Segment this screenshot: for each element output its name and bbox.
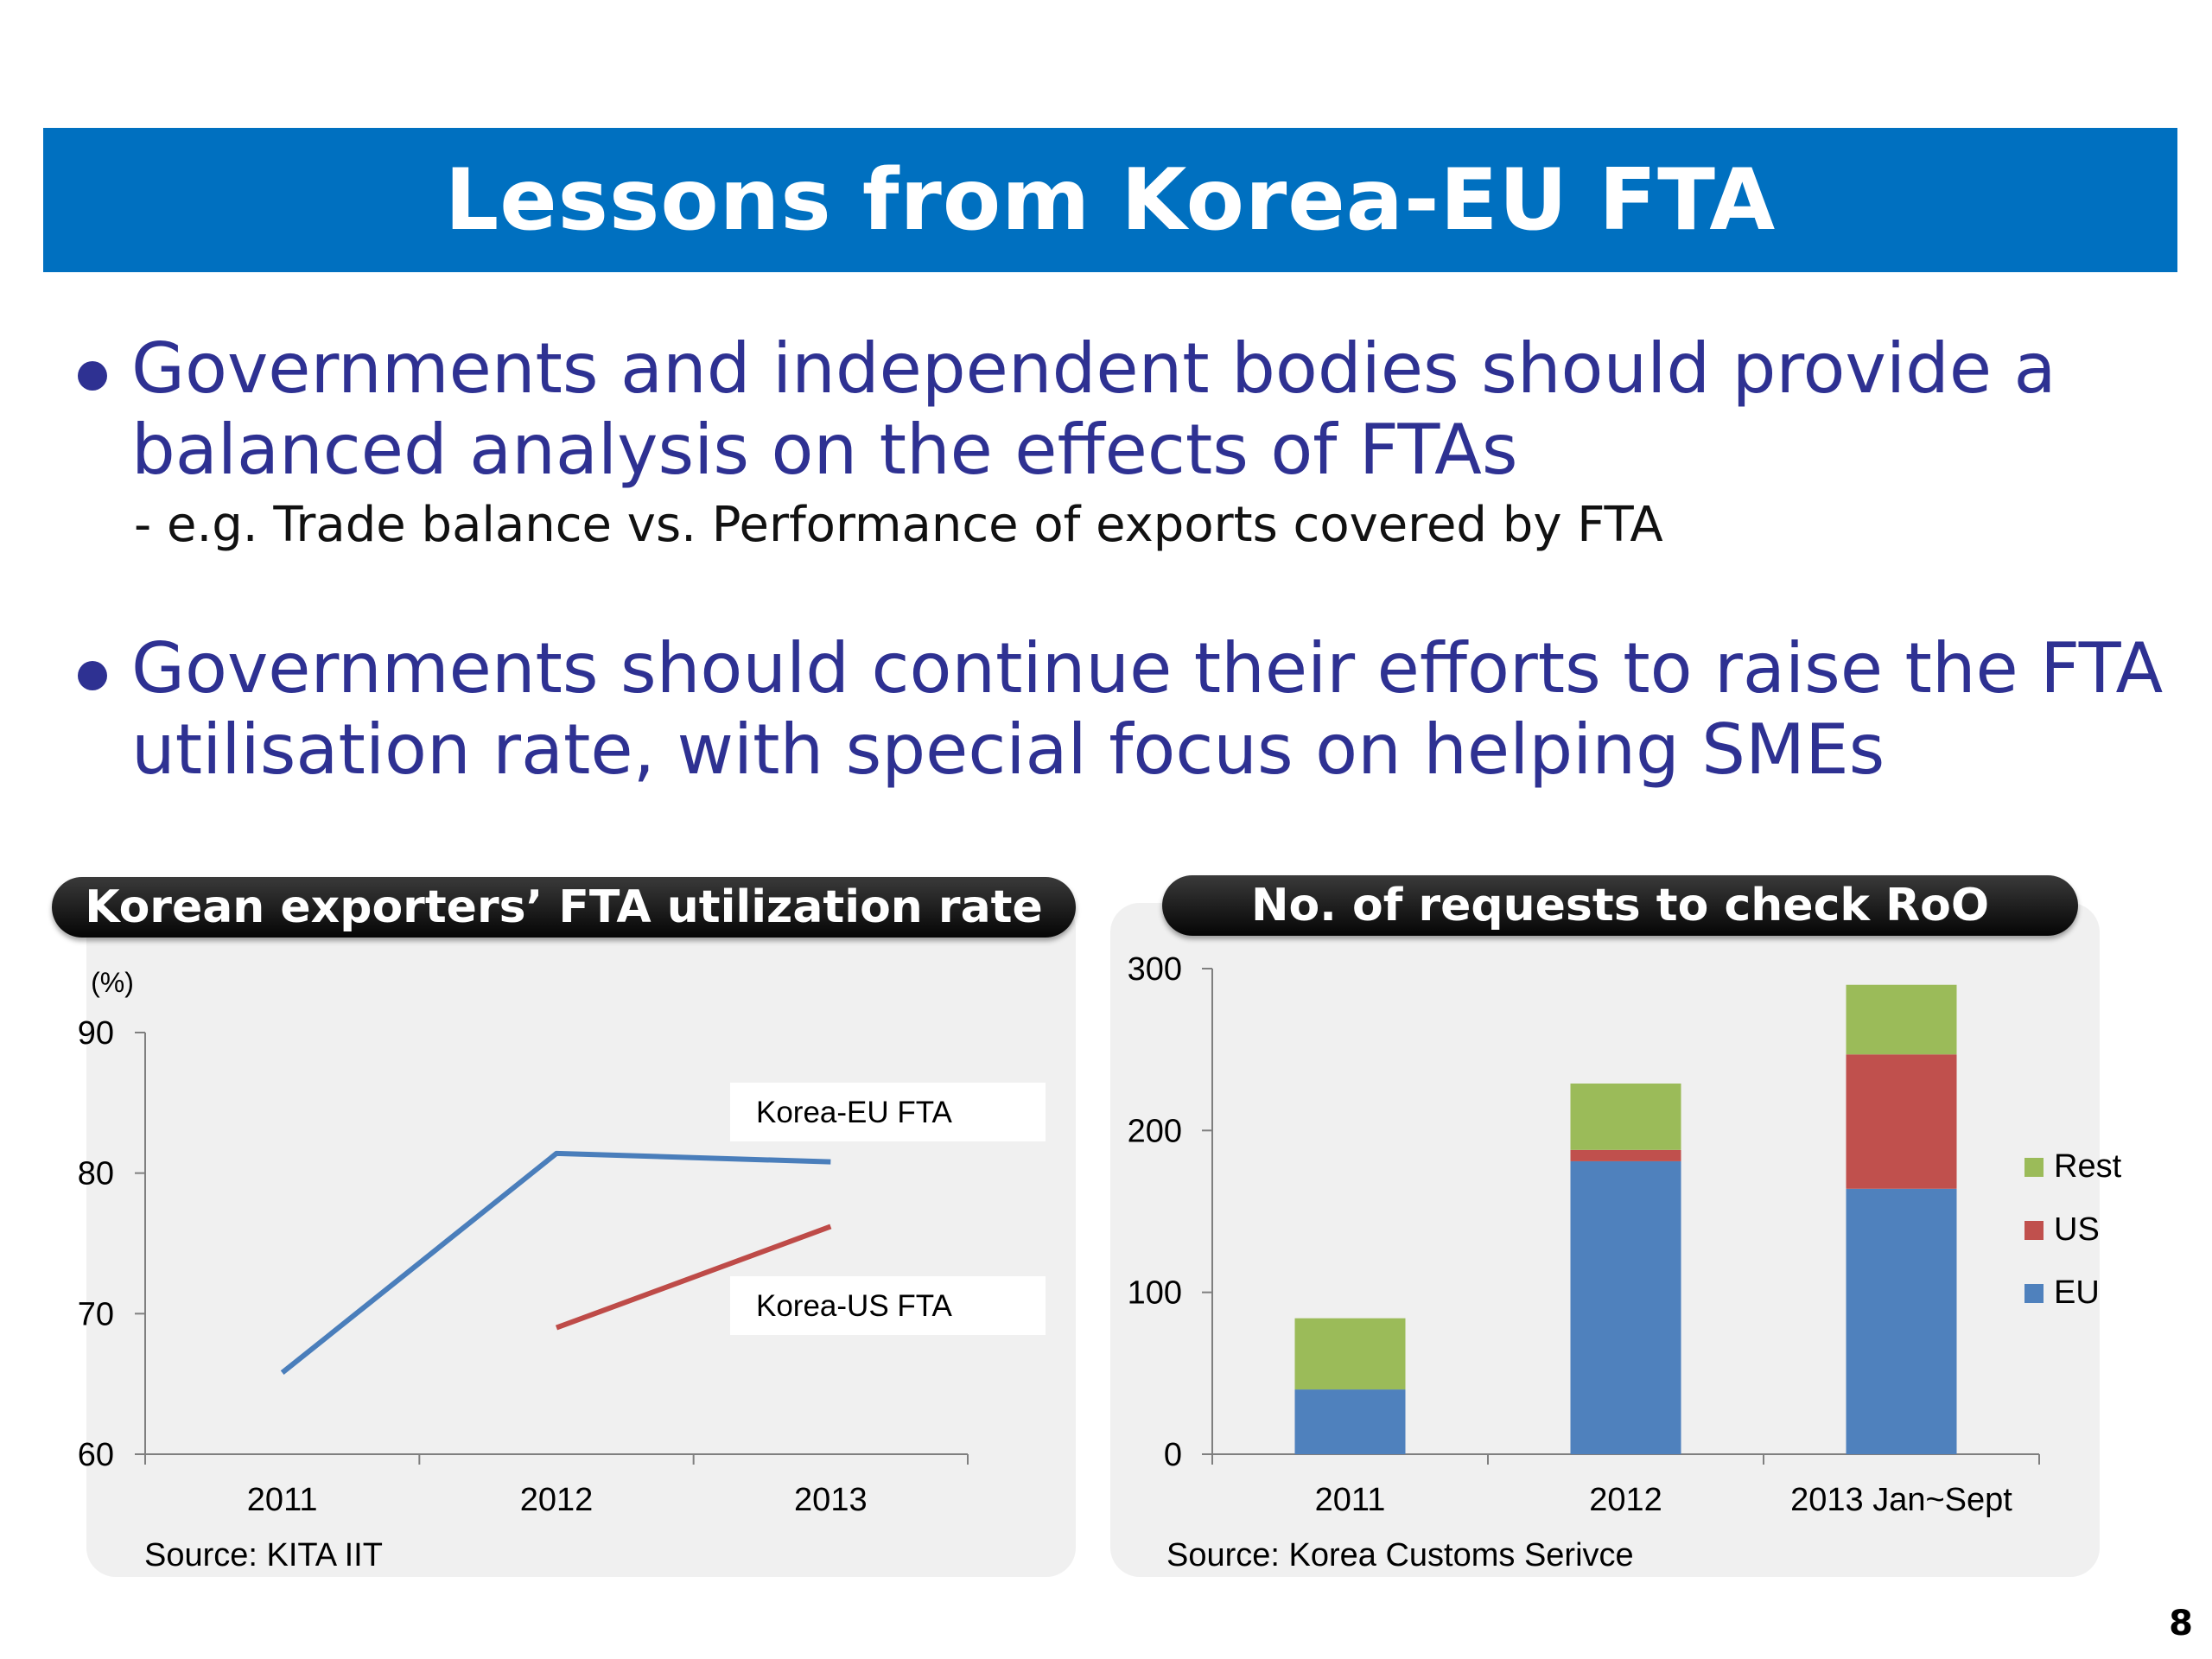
bar-segment-rest — [1294, 1318, 1406, 1390]
y-tick-label: 200 — [1128, 1113, 1182, 1149]
utilization-chart-title: Korean exporters’ FTA utilization rate — [52, 877, 1076, 938]
x-tick-label: 2012 — [520, 1482, 594, 1518]
slide-title: Lessons from Korea-EU FTA — [444, 150, 1777, 250]
series-label-box — [730, 1276, 1046, 1335]
line-chart: 60 70 80 90 2011 2012 2013 (%) Korea-EU FTA Korea… — [78, 967, 1046, 1573]
x-tick-label: 2013 — [794, 1482, 868, 1518]
title-bar: Lessons from Korea-EU FTA — [43, 128, 2177, 272]
series-label-box — [730, 1083, 1046, 1141]
series-line-korea-eu — [280, 1150, 831, 1375]
bullet-1-subtext: - e.g. Trade balance vs. Performance of … — [134, 497, 1663, 553]
bullet-2-line-1: Governments should continue their effort… — [131, 628, 2164, 709]
bullet-dot — [78, 361, 107, 391]
stacked-bar-chart: 0 100 200 300 2011 2012 2013 Jan~Sept Rest US EU S… — [1128, 951, 2122, 1573]
y-tick-label: 0 — [1164, 1437, 1182, 1473]
bar-segment-us — [1846, 1054, 1957, 1189]
legend-label: EU — [2054, 1274, 2100, 1311]
bullet-2-line-2: utilisation rate, with special focus on … — [131, 709, 1885, 790]
x-tick-label: 2013 Jan~Sept — [1790, 1482, 2012, 1518]
legend-swatch-eu — [2024, 1284, 2044, 1303]
legend-swatch-us — [2024, 1221, 2044, 1240]
bullet-dot — [78, 661, 107, 690]
y-axis-unit: (%) — [91, 967, 134, 998]
x-tick-label: 2011 — [247, 1482, 318, 1518]
series-label: Korea-US FTA — [756, 1289, 953, 1323]
legend-label: Rest — [2054, 1148, 2122, 1185]
legend-swatch-rest — [2024, 1158, 2044, 1177]
y-tick-label: 60 — [78, 1437, 114, 1473]
chart-source: Source: KITA IIT — [144, 1537, 383, 1573]
bar-segment-rest — [1846, 984, 1957, 1055]
page-number: 8 — [2169, 1604, 2193, 1643]
bar-segment-eu — [1294, 1389, 1406, 1454]
y-tick-label: 100 — [1128, 1275, 1182, 1312]
bar-segment-eu — [1570, 1160, 1681, 1454]
legend-label: US — [2054, 1211, 2100, 1248]
y-tick-label: 80 — [78, 1156, 114, 1192]
bar-segment-rest — [1570, 1084, 1681, 1150]
chart-source: Source: Korea Customs Serivce — [1166, 1537, 1634, 1573]
bullet-1: Governments and independent bodies shoul… — [78, 328, 2186, 491]
y-tick-label: 300 — [1128, 951, 1182, 988]
bullet-1-line-2: balanced analysis on the effects of FTAs — [131, 410, 1518, 490]
utilization-chart-panel — [86, 899, 1076, 1577]
series-label: Korea-EU FTA — [756, 1096, 953, 1129]
x-tick-label: 2012 — [1589, 1482, 1662, 1518]
roo-chart-title: No. of requests to check RoO — [1162, 875, 2078, 936]
bar-segment-us — [1570, 1149, 1681, 1161]
series-line-korea-us — [555, 1224, 832, 1331]
bullet-1-line-1: Governments and independent bodies shoul… — [131, 328, 2056, 409]
bullet-2: Governments should continue their effort… — [78, 628, 2186, 791]
y-tick-label: 90 — [78, 1015, 114, 1052]
bar-segment-eu — [1846, 1188, 1957, 1454]
x-tick-label: 2011 — [1315, 1482, 1386, 1518]
y-tick-label: 70 — [78, 1296, 114, 1332]
